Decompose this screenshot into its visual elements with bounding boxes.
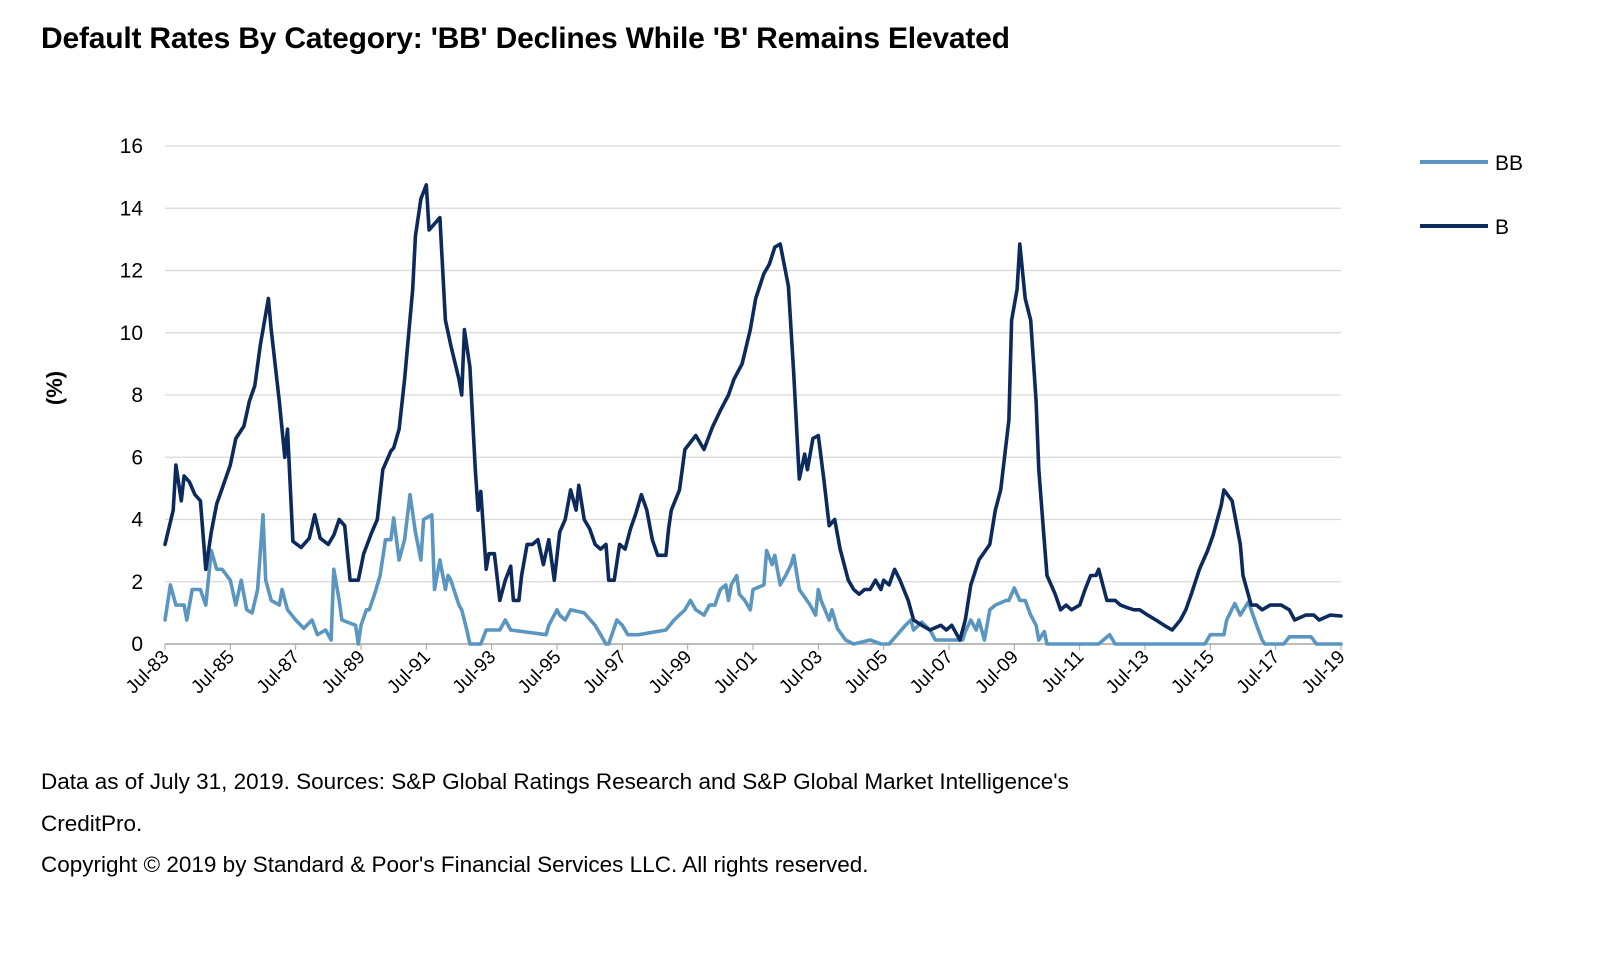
gridlines	[165, 145, 1341, 645]
x-tick-label: Jul-07	[906, 647, 957, 698]
x-axis-ticks: Jul-83 Jul-85 Jul-87 Jul-89 Jul-91 Jul-93 Jul-…	[122, 644, 1350, 698]
y-tick-label: 8	[131, 384, 143, 407]
x-tick-label: Jul-97	[579, 647, 630, 698]
y-tick-label: 2	[131, 571, 143, 594]
legend-label-b: B	[1495, 216, 1509, 239]
y-axis-ticks: 0 2 4 6 8 10 12 14 16	[120, 135, 144, 656]
legend: BB B	[1420, 152, 1523, 239]
x-tick-label: Jul-83	[122, 647, 173, 698]
x-tick-label: Jul-03	[775, 647, 826, 698]
y-tick-label: 16	[120, 135, 143, 158]
series-line-bb	[163, 492, 1343, 646]
x-tick-label: Jul-99	[645, 647, 696, 698]
x-tick-label: Jul-93	[449, 647, 500, 698]
y-tick-label: 12	[120, 260, 143, 283]
x-tick-label: Jul-01	[710, 647, 761, 698]
legend-label-bb: BB	[1495, 152, 1523, 175]
y-tick-label: 14	[120, 197, 144, 220]
y-tick-label: 0	[131, 633, 143, 656]
chart-title: Default Rates By Category: 'BB' Declines…	[41, 22, 1010, 55]
x-tick-label: Jul-87	[253, 647, 304, 698]
copyright-note: Copyright © 2019 by Standard & Poor's Fi…	[41, 852, 869, 877]
x-tick-label: Jul-85	[187, 647, 238, 698]
source-note-line1: Data as of July 31, 2019. Sources: S&P G…	[41, 769, 1069, 794]
x-tick-label: Jul-15	[1167, 647, 1218, 698]
y-tick-label: 6	[131, 446, 143, 469]
series-lines	[163, 183, 1343, 646]
y-axis-label: (%)	[42, 371, 67, 405]
x-tick-label: Jul-89	[318, 647, 369, 698]
series-line-b	[163, 183, 1343, 642]
x-tick-label: Jul-19	[1298, 647, 1349, 698]
x-tick-label: Jul-91	[383, 647, 434, 698]
x-tick-label: Jul-95	[514, 647, 565, 698]
x-tick-label: Jul-05	[841, 647, 892, 698]
source-note-line2: CreditPro.	[41, 811, 143, 836]
y-tick-label: 4	[131, 509, 143, 532]
x-tick-label: Jul-13	[1102, 647, 1153, 698]
y-tick-label: 10	[120, 322, 143, 345]
x-tick-label: Jul-11	[1038, 647, 1088, 697]
x-tick-label: Jul-09	[971, 647, 1022, 698]
x-tick-label: Jul-17	[1233, 647, 1284, 698]
